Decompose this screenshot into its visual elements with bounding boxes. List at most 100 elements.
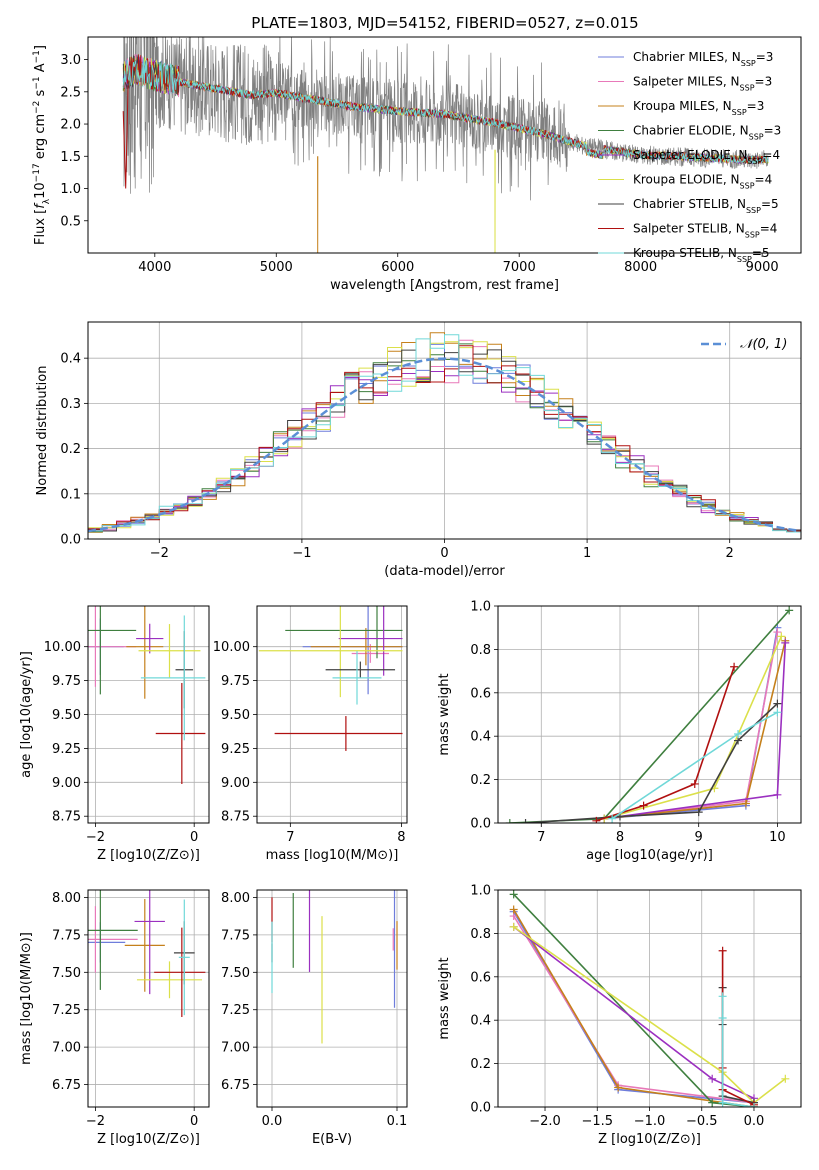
y-tick-label: 7.25 bbox=[221, 1003, 250, 1018]
x-tick-label: 0 bbox=[440, 546, 448, 561]
plot-area bbox=[505, 606, 794, 823]
mass-weight-marker bbox=[730, 662, 739, 671]
x-tick-label: 5000 bbox=[260, 260, 293, 275]
axes-border bbox=[497, 605, 802, 824]
mass-weight-marker bbox=[718, 1014, 727, 1023]
mass-weight-marker bbox=[781, 638, 790, 647]
mass-weight-marker bbox=[718, 946, 727, 955]
mass-weight-line bbox=[513, 893, 755, 1107]
y-tick-label: 7.50 bbox=[221, 966, 250, 981]
x-tick-label: 9 bbox=[695, 830, 703, 845]
x-tick-label: 1 bbox=[583, 546, 591, 561]
y-tick-label: 7.75 bbox=[221, 928, 250, 943]
y-tick-label: 0.4 bbox=[470, 730, 491, 745]
y-tick-label: 6.75 bbox=[52, 1078, 81, 1093]
legend-label: Kroupa MILES, NSSP=3 bbox=[633, 99, 764, 117]
y-tick-label: 0.0 bbox=[470, 817, 491, 832]
x-tick-label: 0.0 bbox=[262, 1114, 283, 1129]
mass-weight-marker bbox=[777, 632, 786, 641]
y-tick-label: 1.5 bbox=[60, 150, 81, 165]
mass-weight-marker bbox=[521, 819, 530, 823]
axis-label: Z [log10(Z/Z⊙)] bbox=[97, 848, 200, 863]
y-tick-label: 6.75 bbox=[221, 1078, 250, 1093]
x-tick-label: −1.0 bbox=[634, 1114, 666, 1129]
axis-label: wavelength [Angstrom, rest frame] bbox=[330, 278, 559, 293]
mass-weight-marker bbox=[734, 730, 743, 739]
axes-frame: −2.0 −1.5 −1.0 −0.5 0.0 0.0 0.2 0.4 0.6 0.8 1.0 bbox=[470, 884, 802, 1129]
plot-area bbox=[88, 890, 206, 1017]
y-tick-label: 9.25 bbox=[52, 742, 81, 757]
y-tick-label: 10.00 bbox=[44, 640, 81, 655]
mass-weight-marker bbox=[773, 708, 782, 717]
mass-weight-marker bbox=[781, 1074, 790, 1083]
mass-weight-marker bbox=[718, 992, 727, 1001]
plot-area bbox=[509, 890, 790, 1107]
axis-label: mass [log10(M/M⊙)] bbox=[19, 932, 34, 1065]
mass-weight-line bbox=[604, 631, 779, 820]
y-tick-label: 0.3 bbox=[60, 397, 81, 412]
panel-weight_vs_age: 7 8 9 10 0.0 0.2 0.4 0.6 0.8 1.0 age [log10(age/yr… bbox=[437, 600, 802, 863]
x-tick-label: 0.1 bbox=[387, 1114, 408, 1129]
legend-label: Salpeter STELIB, NSSP=4 bbox=[633, 222, 777, 240]
y-tick-label: 0.2 bbox=[470, 773, 491, 788]
mass-weight-marker bbox=[592, 816, 601, 823]
mass-weight-line bbox=[604, 640, 787, 820]
y-tick-label: 9.25 bbox=[221, 742, 250, 757]
x-tick-label: 0 bbox=[190, 1114, 198, 1129]
axes-frame: 0.0 0.1 6.75 7.00 7.25 7.50 7.75 8.00 bbox=[221, 889, 408, 1129]
y-tick-label: 9.75 bbox=[52, 674, 81, 689]
y-tick-label: 8.75 bbox=[52, 810, 81, 825]
x-tick-label: 4000 bbox=[138, 260, 171, 275]
axes-frame: 7 8 8.75 9.00 9.25 9.50 9.75 10.00 bbox=[213, 605, 408, 845]
plot-area bbox=[88, 332, 801, 539]
x-tick-label: 8 bbox=[616, 830, 624, 845]
axis-label: (data-model)/error bbox=[384, 564, 505, 579]
x-tick-label: −2 bbox=[150, 546, 169, 561]
y-tick-label: 10.00 bbox=[213, 640, 250, 655]
x-tick-label: 10 bbox=[769, 830, 786, 845]
y-tick-label: 2.0 bbox=[60, 118, 81, 133]
mass-weight-line bbox=[603, 636, 783, 820]
x-tick-label: −1.5 bbox=[581, 1114, 613, 1129]
gaussian-curve bbox=[88, 357, 799, 533]
y-tick-label: 1.0 bbox=[470, 884, 491, 899]
axis-label: E(B-V) bbox=[312, 1132, 352, 1147]
mass-weight-line bbox=[513, 915, 755, 1104]
y-tick-label: 9.00 bbox=[52, 776, 81, 791]
x-tick-label: −2 bbox=[86, 1114, 105, 1129]
axis-label: mass [log10(M/M⊙)] bbox=[266, 848, 399, 863]
y-tick-label: 2.5 bbox=[60, 85, 81, 100]
y-tick-label: 8.00 bbox=[221, 891, 250, 906]
y-tick-label: 7.00 bbox=[221, 1041, 250, 1056]
mass-weight-marker bbox=[785, 606, 794, 615]
axes-frame: −2 −1 0 1 2 0.0 0.1 0.2 0.3 0.4 bbox=[60, 321, 802, 561]
x-tick-label: −1 bbox=[292, 546, 311, 561]
mass-weight-line bbox=[721, 996, 755, 1107]
axis-label: age [log10(age/yr)] bbox=[586, 848, 713, 863]
mass-weight-marker bbox=[509, 890, 518, 899]
legend-label: Kroupa ELODIE, NSSP=4 bbox=[633, 173, 772, 191]
x-tick-label: 6000 bbox=[381, 260, 414, 275]
x-tick-label: 7000 bbox=[503, 260, 536, 275]
y-tick-label: 0.1 bbox=[60, 487, 81, 502]
mass-weight-line bbox=[513, 926, 786, 1104]
mass-weight-marker bbox=[773, 628, 782, 637]
legend-label: Kroupa STELIB, NSSP=5 bbox=[633, 246, 770, 264]
axes-border bbox=[256, 605, 408, 824]
x-tick-label: −0.5 bbox=[686, 1114, 718, 1129]
y-tick-label: 9.00 bbox=[221, 776, 250, 791]
y-tick-label: 1.0 bbox=[470, 600, 491, 615]
x-tick-label: 7 bbox=[286, 830, 294, 845]
legend-label: Chabrier ELODIE, NSSP=3 bbox=[633, 124, 781, 142]
panel-weight_vs_Z: −2.0 −1.5 −1.0 −0.5 0.0 0.0 0.2 0.4 0.6 0.8 1.0 Z [… bbox=[437, 884, 802, 1147]
y-tick-label: 7.75 bbox=[52, 928, 81, 943]
mass-weight-marker bbox=[773, 790, 782, 799]
x-tick-label: 0.0 bbox=[744, 1114, 765, 1129]
panel-residuals: −2 −1 0 1 2 0.0 0.1 0.2 0.3 0.4 𝒩(0, 1) (data-model… bbox=[35, 321, 802, 579]
axes-frame: −2 0 8.75 9.00 9.25 9.50 9.75 10.00 bbox=[44, 605, 210, 845]
x-tick-label: 2 bbox=[726, 546, 734, 561]
panel-age_vs_Z: −2 0 8.75 9.00 9.25 9.50 9.75 10.00 Z [log10(Z/Z… bbox=[19, 605, 210, 863]
y-tick-label: 0.8 bbox=[470, 643, 491, 658]
axis-label: mass weight bbox=[437, 957, 452, 1039]
